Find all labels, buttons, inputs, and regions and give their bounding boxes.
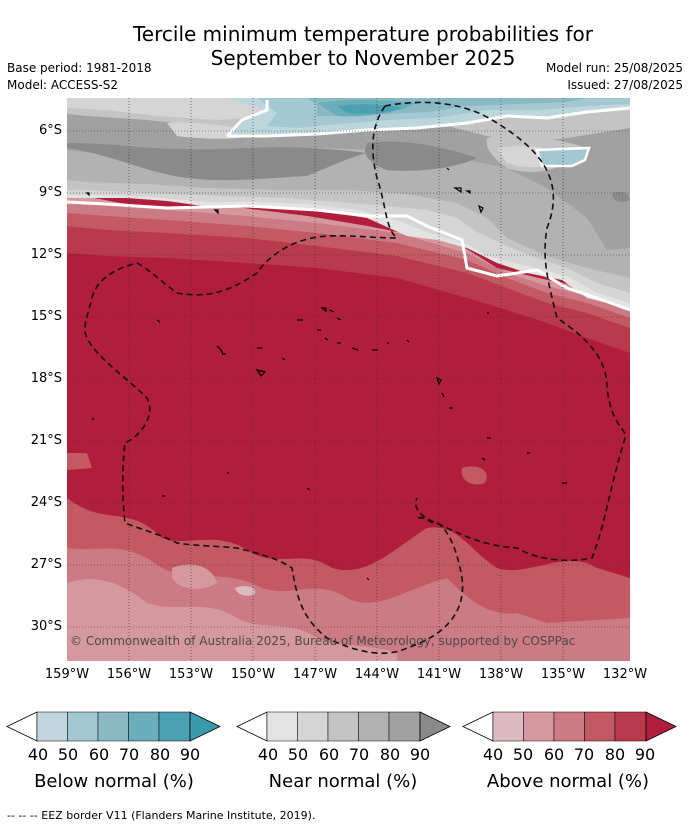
legend-below-tick-80: 80 bbox=[149, 745, 171, 764]
lon-label-138w: 138°W bbox=[478, 667, 524, 682]
lat-label-27s: 27°S bbox=[30, 557, 62, 572]
legend-near-tick-50: 50 bbox=[287, 745, 309, 764]
lon-label-156w: 156°W bbox=[106, 667, 152, 682]
legend-above-arrow-low bbox=[462, 711, 494, 742]
lon-label-150w: 150°W bbox=[230, 667, 276, 682]
legend-above-colorbar bbox=[462, 711, 677, 742]
contour-below-west bbox=[225, 100, 269, 138]
map-region-above-50-patch bbox=[172, 564, 217, 590]
legend-above-tick-60: 60 bbox=[543, 745, 565, 764]
lon-label-135w: 135°W bbox=[540, 667, 586, 682]
legend-above-tick-40: 40 bbox=[482, 745, 504, 764]
meta-left: Base period: 1981-2018 Model: ACCESS-S2 bbox=[7, 60, 152, 94]
legend-near-arrow-high bbox=[419, 711, 451, 742]
probability-map: © Commonwealth of Australia 2025, Bureau… bbox=[67, 98, 630, 661]
legend-above-tick-50: 50 bbox=[512, 745, 534, 764]
legend-near-swatch-4 bbox=[358, 711, 390, 742]
map-region-below-50-east bbox=[537, 148, 589, 166]
legend-near-arrow-low bbox=[236, 711, 268, 742]
legend-above-title: Above normal (%) bbox=[486, 771, 650, 792]
legend-below-colorbar bbox=[6, 711, 221, 742]
legend-below-tick-70: 70 bbox=[118, 745, 140, 764]
legend-below-arrow-low bbox=[6, 711, 38, 742]
lat-label-21s: 21°S bbox=[30, 433, 62, 448]
lon-label-144w: 144°W bbox=[354, 667, 400, 682]
legend-above-swatch-4 bbox=[584, 711, 616, 742]
lat-label-15s: 15°S bbox=[30, 309, 62, 324]
legend-below-swatch-3 bbox=[97, 711, 129, 742]
contour-above-main bbox=[67, 200, 630, 312]
legend-above-swatch-2 bbox=[523, 711, 555, 742]
probability-map-canvas bbox=[67, 98, 630, 661]
lat-label-9s: 9°S bbox=[38, 185, 62, 200]
lat-label-30s: 30°S bbox=[30, 619, 62, 634]
legend-near-colorbar bbox=[236, 711, 451, 742]
map-region-near-90-west bbox=[67, 143, 367, 181]
legend-near-swatch-1 bbox=[266, 711, 298, 742]
legend-near-tick-60: 60 bbox=[318, 745, 340, 764]
map-gridlines bbox=[67, 98, 630, 661]
contour-below-main bbox=[227, 106, 630, 138]
legend-below-arrow-high bbox=[189, 711, 221, 742]
legend-below-title: Below normal (%) bbox=[34, 771, 194, 792]
legend-near-swatch-2 bbox=[297, 711, 329, 742]
map-region-above-70-band bbox=[67, 193, 630, 328]
legend-near-tick-70: 70 bbox=[348, 745, 370, 764]
legend-below-tick-40: 40 bbox=[27, 745, 49, 764]
lon-label-159w: 159°W bbox=[44, 667, 90, 682]
lat-label-18s: 18°S bbox=[30, 371, 62, 386]
islands bbox=[85, 167, 567, 581]
contour-below-east bbox=[535, 146, 591, 168]
legend-above-swatch-5 bbox=[614, 711, 647, 742]
eez-borders bbox=[84, 101, 626, 654]
map-region-below-80 bbox=[337, 104, 402, 114]
map-region-above-70-west bbox=[67, 453, 92, 470]
legend-below-tick-60: 60 bbox=[88, 745, 110, 764]
legend-above-swatch-1 bbox=[492, 711, 524, 742]
legend-above-tick-80: 80 bbox=[604, 745, 626, 764]
legend-near-tick-40: 40 bbox=[257, 745, 279, 764]
map-region-above-70-east bbox=[461, 466, 487, 485]
lon-label-147w: 147°W bbox=[292, 667, 338, 682]
legend-below-swatch-1 bbox=[36, 711, 68, 742]
copyright-text: © Commonwealth of Australia 2025, Bureau… bbox=[70, 634, 576, 648]
lon-label-153w: 153°W bbox=[168, 667, 214, 682]
legend-near-tick-80: 80 bbox=[379, 745, 401, 764]
map-title: Tercile minimum temperature probabilitie… bbox=[0, 22, 690, 70]
map-region-above-40-patch bbox=[235, 585, 256, 596]
map-region-above-50-south bbox=[67, 579, 397, 661]
lat-label-12s: 12°S bbox=[30, 247, 62, 262]
legend-below-tick-90: 90 bbox=[179, 745, 201, 764]
map-region-near-90-east bbox=[612, 191, 630, 202]
lon-label-132w: 132°W bbox=[602, 667, 648, 682]
meta-right: Model run: 25/08/2025 Issued: 27/08/2025 bbox=[546, 60, 683, 94]
map-title-line-2: September to November 2025 bbox=[210, 46, 516, 70]
legend-near-tick-90: 90 bbox=[409, 745, 431, 764]
legend-below-tick-50: 50 bbox=[57, 745, 79, 764]
legend-above-arrow-high bbox=[645, 711, 677, 742]
legend-above-tick-90: 90 bbox=[634, 745, 656, 764]
legend-below-swatch-2 bbox=[67, 711, 99, 742]
legend-above-tick-70: 70 bbox=[573, 745, 595, 764]
legend-near-title: Near normal (%) bbox=[268, 771, 418, 792]
map-region-near-50-top bbox=[67, 98, 267, 120]
lon-label-141w: 141°W bbox=[416, 667, 462, 682]
lat-label-24s: 24°S bbox=[30, 495, 62, 510]
lat-label-6s: 6°S bbox=[38, 123, 62, 138]
legend-below-swatch-4 bbox=[128, 711, 160, 742]
map-title-line-1: Tercile minimum temperature probabilitie… bbox=[132, 22, 594, 46]
legend-above-swatch-3 bbox=[553, 711, 585, 742]
model-run-label: Model run: 25/08/2025 bbox=[545, 61, 683, 75]
base-period-label: Base period: 1981-2018 bbox=[7, 61, 152, 75]
legend-near-swatch-3 bbox=[327, 711, 359, 742]
map-region-near-90-center bbox=[365, 141, 477, 171]
legend-below-swatch-5 bbox=[158, 711, 191, 742]
model-label: Model: ACCESS-S2 bbox=[7, 78, 119, 92]
eez-footnote: -- -- -- EEZ border V11 (Flanders Marine… bbox=[7, 809, 316, 822]
legend-near-swatch-5 bbox=[388, 711, 421, 742]
issued-label: Issued: 27/08/2025 bbox=[567, 78, 683, 92]
